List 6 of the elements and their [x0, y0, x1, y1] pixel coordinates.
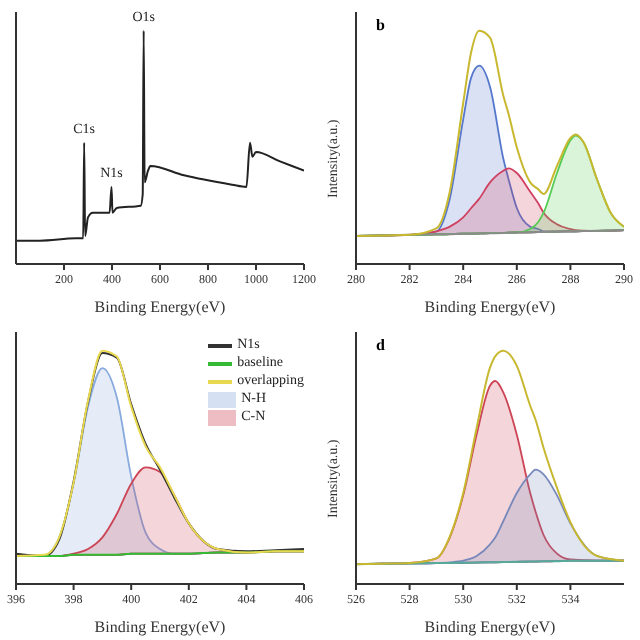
chart-title: b — [376, 16, 385, 34]
x-axis-title: Binding Energy(eV) — [94, 298, 227, 316]
x-axis-title: Binding Energy(eV) — [424, 618, 557, 636]
x-axis-title: Binding Energy(eV) — [424, 298, 557, 316]
chart-title: d — [376, 336, 385, 354]
x-axis-title: Binding Energy(eV) — [94, 618, 227, 636]
